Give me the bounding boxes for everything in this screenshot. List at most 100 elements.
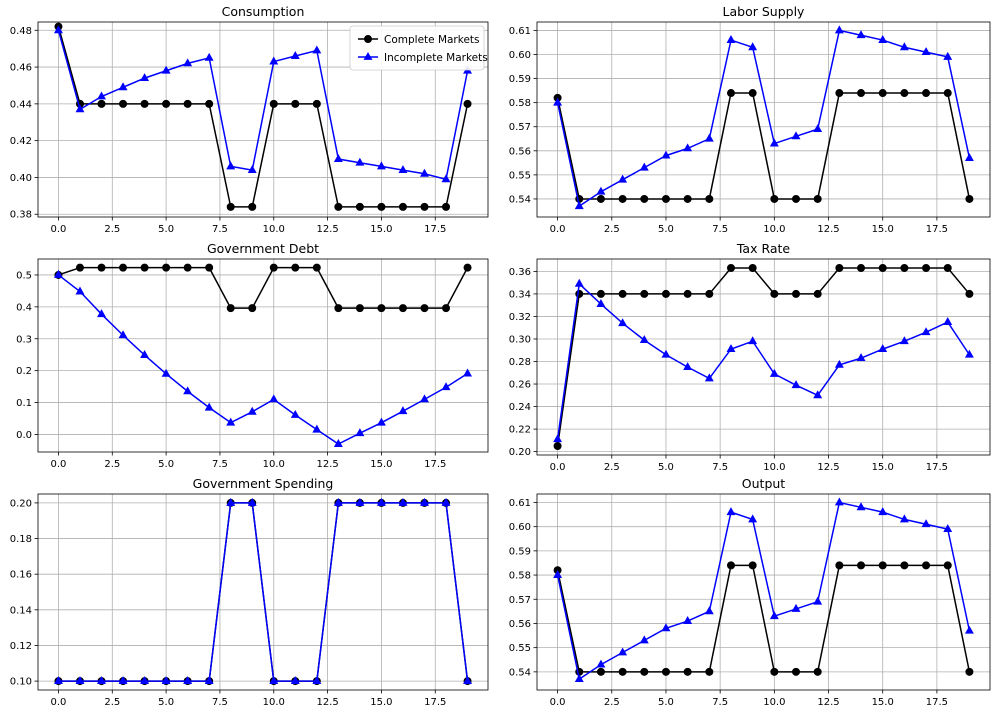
data-point	[639, 335, 649, 344]
data-point	[640, 194, 649, 203]
data-point	[183, 58, 193, 67]
data-point	[596, 194, 605, 203]
data-point	[398, 304, 407, 313]
data-point	[965, 667, 974, 676]
y-tick-label: 0.12	[10, 641, 32, 652]
x-tick-label: 2.5	[604, 462, 620, 473]
data-point	[75, 263, 84, 272]
data-point	[661, 289, 670, 298]
data-point	[312, 99, 321, 108]
data-point	[835, 264, 844, 273]
data-point	[922, 89, 931, 98]
data-point	[899, 336, 909, 345]
subplot-5: 0.0 2.5 5.0 7.5 10.0 12.5 15.0 17.5 0.10 0.12 0.14…	[10, 476, 489, 708]
data-point	[75, 286, 85, 295]
data-point	[683, 143, 693, 152]
data-point	[398, 165, 408, 174]
data-point	[792, 289, 801, 298]
x-tick-label: 12.5	[817, 224, 839, 235]
y-tick-label: 0.10	[10, 677, 32, 688]
chart-title: Tax Rate	[736, 241, 791, 256]
y-tick-label: 0.4	[16, 302, 32, 313]
data-point	[398, 202, 407, 211]
data-point	[683, 289, 692, 298]
data-point	[661, 349, 671, 358]
data-point	[312, 263, 321, 272]
data-point	[575, 289, 584, 298]
x-tick-label: 12.5	[817, 697, 839, 708]
y-tick-label: 0.55	[509, 170, 531, 181]
x-tick-label: 2.5	[104, 459, 120, 470]
x-tick-label: 17.5	[926, 224, 948, 235]
data-point	[726, 344, 736, 353]
data-point	[813, 289, 822, 298]
data-point	[248, 304, 257, 313]
data-point	[683, 194, 692, 203]
data-point	[704, 606, 714, 615]
data-point	[97, 91, 106, 100]
data-point	[574, 674, 584, 683]
data-point	[769, 138, 779, 147]
data-point	[463, 99, 472, 108]
series-complete-markets	[553, 89, 974, 203]
data-point	[639, 162, 649, 171]
y-tick-label: 0.1	[16, 398, 32, 409]
x-tick-label: 15.0	[872, 462, 894, 473]
x-tick-label: 5.0	[658, 224, 674, 235]
x-tick-label: 10.0	[763, 697, 785, 708]
data-point	[900, 561, 909, 570]
data-point	[596, 289, 605, 298]
data-point	[921, 47, 931, 56]
x-tick-label: 10.0	[763, 462, 785, 473]
data-point	[442, 202, 451, 211]
data-point	[376, 417, 386, 426]
data-point	[140, 350, 150, 358]
x-tick-label: 7.5	[212, 697, 228, 708]
y-tick-label: 0.3	[16, 334, 32, 345]
data-point	[878, 344, 888, 353]
data-point	[748, 89, 757, 98]
y-tick-label: 0.38	[10, 210, 32, 221]
data-point	[878, 264, 887, 273]
y-tick-label: 0.44	[10, 99, 32, 110]
data-point	[333, 154, 343, 162]
data-point	[878, 561, 887, 570]
data-point	[661, 667, 670, 676]
data-point	[726, 507, 736, 516]
data-point	[269, 56, 279, 65]
data-point	[118, 82, 128, 91]
x-tick-label: 2.5	[104, 224, 120, 235]
data-point	[355, 202, 364, 211]
data-point	[899, 514, 909, 523]
x-tick-label: 2.5	[104, 697, 120, 708]
data-point	[183, 676, 193, 685]
data-point	[964, 625, 974, 634]
series-line	[556, 501, 971, 681]
data-point	[878, 89, 887, 98]
data-point	[574, 201, 584, 210]
data-point	[420, 168, 429, 177]
data-point	[119, 99, 128, 108]
x-tick-label: 10.0	[263, 459, 285, 470]
data-point	[119, 263, 128, 272]
data-point	[247, 497, 257, 506]
data-point	[770, 667, 779, 676]
x-tick-label: 5.0	[158, 697, 174, 708]
series-line	[57, 274, 468, 445]
legend-label: Complete Markets	[384, 34, 480, 46]
data-point	[618, 667, 627, 676]
data-point	[683, 667, 692, 676]
series-line	[556, 564, 971, 673]
data-point	[639, 635, 649, 644]
data-point	[398, 406, 408, 415]
data-point	[726, 35, 736, 43]
x-tick-label: 12.5	[316, 697, 338, 708]
data-point	[943, 317, 953, 326]
axes-frame	[37, 493, 489, 691]
data-point	[661, 194, 670, 203]
x-tick-label: 17.5	[424, 697, 446, 708]
y-tick-label: 0.34	[509, 289, 531, 300]
data-point	[118, 676, 128, 685]
axes-frame	[37, 21, 489, 218]
